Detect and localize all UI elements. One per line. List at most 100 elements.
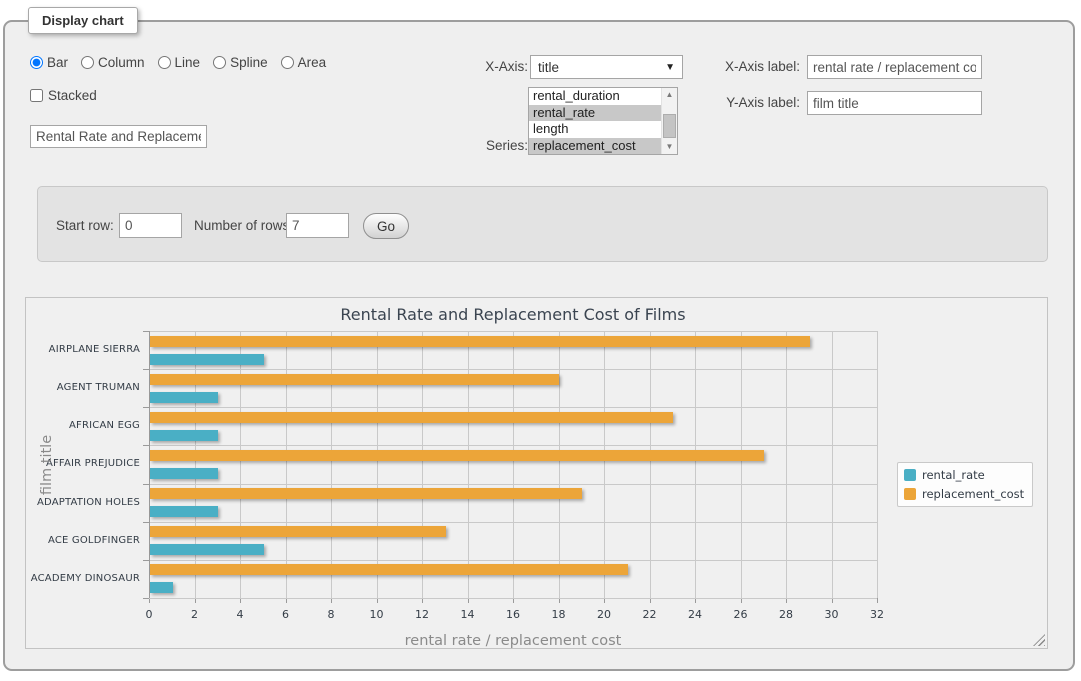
chart-type-radio-group: Bar Column Line Spline Area xyxy=(30,55,326,70)
gridline xyxy=(149,407,877,408)
bar-replacement_cost[interactable] xyxy=(150,488,582,499)
x-tick-label: 4 xyxy=(225,608,255,621)
chart-type-label: Area xyxy=(298,55,327,70)
fieldset-legend: Display chart xyxy=(28,7,138,34)
x-axis-select-label: X-Axis: xyxy=(428,59,528,74)
gridline xyxy=(331,331,332,598)
bar-replacement_cost[interactable] xyxy=(150,374,559,385)
category-label: ACADEMY DINOSAUR xyxy=(26,560,140,598)
series-option-replacement_cost[interactable]: replacement_cost xyxy=(529,138,662,154)
x-tick-label: 2 xyxy=(180,608,210,621)
chart-type-label: Line xyxy=(175,55,201,70)
go-button[interactable]: Go xyxy=(363,213,409,239)
chart-title: Rental Rate and Replacement Cost of Film… xyxy=(149,305,877,324)
number-of-rows-input[interactable] xyxy=(286,213,349,238)
chart-container: Rental Rate and Replacement Cost of Film… xyxy=(25,297,1048,649)
x-tick-label: 6 xyxy=(271,608,301,621)
chart-type-option-bar[interactable]: Bar xyxy=(30,55,68,70)
gridline xyxy=(741,331,742,598)
gridline xyxy=(240,331,241,598)
category-label: AIRPLANE SIERRA xyxy=(26,331,140,369)
chart-type-radio-column[interactable] xyxy=(81,56,94,69)
chart-type-radio-area[interactable] xyxy=(281,56,294,69)
x-tick-label: 32 xyxy=(862,608,892,621)
category-label: AGENT TRUMAN xyxy=(26,369,140,407)
y-axis-line xyxy=(149,331,150,598)
legend-swatch-icon xyxy=(904,488,916,500)
chart-type-radio-spline[interactable] xyxy=(213,56,226,69)
x-tick-label: 24 xyxy=(680,608,710,621)
x-tick-label: 22 xyxy=(635,608,665,621)
gridline xyxy=(195,331,196,598)
bar-rental_rate[interactable] xyxy=(150,468,218,479)
bar-rental_rate[interactable] xyxy=(150,582,173,593)
x-tick-label: 12 xyxy=(407,608,437,621)
chart-type-radio-bar[interactable] xyxy=(30,56,43,69)
gridline xyxy=(149,484,877,485)
chart-type-label: Bar xyxy=(47,55,68,70)
bar-replacement_cost[interactable] xyxy=(150,336,810,347)
gridline xyxy=(604,331,605,598)
bar-rental_rate[interactable] xyxy=(150,430,218,441)
gridline xyxy=(149,369,877,370)
number-of-rows-label: Number of rows: xyxy=(194,218,293,233)
chart-title-input[interactable] xyxy=(30,125,207,148)
series-option-length[interactable]: length xyxy=(529,121,662,137)
chart-legend: rental_rate replacement_cost xyxy=(897,462,1033,507)
x-tick-label: 16 xyxy=(498,608,528,621)
x-axis-title: rental rate / replacement cost xyxy=(149,633,877,649)
legend-entry-replacement_cost[interactable]: replacement_cost xyxy=(904,487,1024,501)
legend-label: replacement_cost xyxy=(922,487,1024,501)
gridline xyxy=(513,331,514,598)
bar-replacement_cost[interactable] xyxy=(150,564,628,575)
start-row-input[interactable] xyxy=(119,213,182,238)
chart-type-option-spline[interactable]: Spline xyxy=(213,55,268,70)
legend-label: rental_rate xyxy=(922,468,985,482)
legend-entry-rental_rate[interactable]: rental_rate xyxy=(904,468,1024,482)
chart-type-radio-line[interactable] xyxy=(158,56,171,69)
chart-type-label: Column xyxy=(98,55,145,70)
gridline xyxy=(832,331,833,598)
series-option-rental_duration[interactable]: rental_duration xyxy=(529,88,662,104)
scroll-down-icon[interactable]: ▼ xyxy=(662,140,677,154)
x-axis-label-label: X-Axis label: xyxy=(655,59,800,74)
bar-rental_rate[interactable] xyxy=(150,544,264,555)
gridline xyxy=(377,331,378,598)
bar-replacement_cost[interactable] xyxy=(150,526,446,537)
gridline xyxy=(650,331,651,598)
row-range-panel: Start row: Number of rows: Go xyxy=(37,186,1048,262)
bar-rental_rate[interactable] xyxy=(150,354,264,365)
gridline xyxy=(149,522,877,523)
bar-replacement_cost[interactable] xyxy=(150,412,673,423)
chart-type-label: Spline xyxy=(230,55,268,70)
chart-type-option-area[interactable]: Area xyxy=(281,55,327,70)
bar-replacement_cost[interactable] xyxy=(150,450,764,461)
stacked-row: Stacked xyxy=(30,88,97,103)
x-tick-label: 18 xyxy=(544,608,574,621)
bar-rental_rate[interactable] xyxy=(150,506,218,517)
bar-rental_rate[interactable] xyxy=(150,392,218,403)
x-tick-label: 30 xyxy=(817,608,847,621)
stacked-checkbox[interactable] xyxy=(30,89,43,102)
gridline xyxy=(877,331,878,598)
x-tick-label: 14 xyxy=(453,608,483,621)
legend-swatch-icon xyxy=(904,469,916,481)
gridline xyxy=(559,331,560,598)
x-axis-selected-value: title xyxy=(538,60,559,75)
chart-type-option-line[interactable]: Line xyxy=(158,55,201,70)
x-tick-label: 0 xyxy=(134,608,164,621)
gridline xyxy=(286,331,287,598)
resize-handle-icon[interactable] xyxy=(1033,634,1045,646)
gridline xyxy=(786,331,787,598)
x-tick-label: 20 xyxy=(589,608,619,621)
x-axis-label-input[interactable] xyxy=(807,55,982,79)
chart-type-option-column[interactable]: Column xyxy=(81,55,145,70)
gridline xyxy=(149,598,877,599)
y-axis-tick xyxy=(143,598,149,599)
gridline xyxy=(149,560,877,561)
y-axis-label-input[interactable] xyxy=(807,91,982,115)
stacked-label: Stacked xyxy=(48,88,97,103)
scrollbar-thumb[interactable] xyxy=(663,114,676,138)
series-list-label: Series: xyxy=(428,138,528,153)
series-option-rental_rate[interactable]: rental_rate xyxy=(529,105,662,121)
